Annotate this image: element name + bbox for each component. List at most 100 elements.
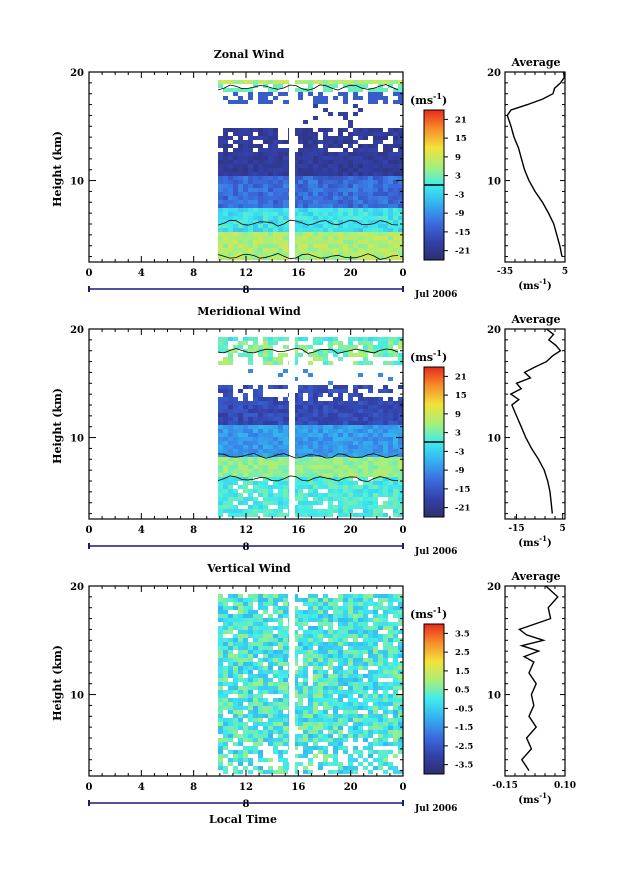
heatmap-cell (258, 626, 263, 630)
heatmap-cell (273, 662, 278, 666)
heatmap-cell (373, 477, 378, 481)
heatmap-cell (358, 634, 363, 638)
heatmap-cell (293, 594, 298, 598)
heatmap-cell (298, 236, 303, 240)
heatmap-cell (398, 746, 403, 750)
heatmap-cell (348, 204, 353, 208)
heatmap-cell (388, 172, 393, 176)
heatmap-cell (393, 473, 398, 477)
heatmap-cell (298, 429, 303, 433)
heatmap-cell (383, 642, 388, 646)
heatmap-cell (388, 473, 393, 477)
heatmap-cell (248, 758, 253, 762)
heatmap-cell (373, 188, 378, 192)
heatmap-cell (263, 196, 268, 200)
heatmap-cell (233, 702, 238, 706)
heatmap-cell (253, 626, 258, 630)
heatmap-cell (243, 622, 248, 626)
heatmap-cell (383, 437, 388, 441)
heatmap-cell (333, 738, 338, 742)
heatmap-cell (293, 172, 298, 176)
average-x-tick-label: 5 (562, 267, 568, 277)
heatmap-cell (368, 602, 373, 606)
heatmap-cell (268, 184, 273, 188)
heatmap-cell (368, 634, 373, 638)
heatmap-cell (278, 497, 283, 501)
heatmap-cell (388, 698, 393, 702)
heatmap-cell (373, 469, 378, 473)
heatmap-cell (393, 417, 398, 421)
heatmap-cell (338, 401, 343, 405)
heatmap-cell (303, 164, 308, 168)
heatmap-cell (373, 698, 378, 702)
heatmap-cell (333, 437, 338, 441)
heatmap-cell (353, 746, 358, 750)
heatmap-cell (238, 738, 243, 742)
heatmap-cell (373, 710, 378, 714)
heatmap-cell (333, 196, 338, 200)
heatmap-cell (393, 770, 398, 774)
heatmap-cell (338, 690, 343, 694)
heatmap-cell (328, 156, 333, 160)
heatmap-cell (328, 429, 333, 433)
heatmap-cell (218, 168, 223, 172)
heatmap-cell (318, 248, 323, 252)
heatmap-cell (308, 200, 313, 204)
heatmap-cell (328, 718, 333, 722)
heatmap-cell (318, 192, 323, 196)
heatmap-cell (268, 132, 273, 136)
heatmap-cell (278, 469, 283, 473)
heatmap-cell (238, 650, 243, 654)
heatmap-cell (283, 698, 288, 702)
heatmap-cell (308, 473, 313, 477)
heatmap-cell (313, 417, 318, 421)
heatmap-cell (368, 734, 373, 738)
heatmap-cell (378, 670, 383, 674)
heatmap-cell (358, 449, 363, 453)
heatmap-cell (218, 626, 223, 630)
heatmap-cell (383, 726, 388, 730)
heatmap-cell (248, 461, 253, 465)
heatmap-cell (318, 718, 323, 722)
heatmap-cell (383, 204, 388, 208)
heatmap-cell (238, 501, 243, 505)
heatmap-cell (363, 594, 368, 598)
heatmap-cell (308, 638, 313, 642)
heatmap-cell (383, 513, 388, 517)
heatmap-cell (258, 184, 263, 188)
heatmap-cell (258, 722, 263, 726)
heatmap-cell (363, 361, 368, 365)
heatmap-cell (323, 96, 328, 100)
heatmap-cell (228, 453, 233, 457)
heatmap-cell (363, 397, 368, 401)
heatmap-cell (398, 505, 403, 509)
heatmap-cell (333, 168, 338, 172)
heatmap-cell (243, 602, 248, 606)
heatmap-cell (353, 465, 358, 469)
heatmap-cell (293, 706, 298, 710)
heatmap-cell (218, 754, 223, 758)
heatmap-cell (383, 465, 388, 469)
heatmap-cell (378, 441, 383, 445)
heatmap-cell (233, 236, 238, 240)
heatmap-cell (268, 228, 273, 232)
heatmap-cell (383, 349, 388, 353)
heatmap-cell (313, 670, 318, 674)
heatmap-cell (388, 622, 393, 626)
heatmap-cell (373, 136, 378, 140)
heatmap-cell (313, 742, 318, 746)
heatmap-cell (268, 630, 273, 634)
heatmap-cell (243, 598, 248, 602)
heatmap-cell (273, 722, 278, 726)
heatmap-cell (223, 248, 228, 252)
heatmap-cell (263, 128, 268, 132)
heatmap-cell (248, 626, 253, 630)
heatmap-cell (313, 216, 318, 220)
heatmap-cell (348, 164, 353, 168)
heatmap-cell (248, 401, 253, 405)
heatmap-cell (278, 401, 283, 405)
heatmap-cell (318, 413, 323, 417)
heatmap-cell (368, 256, 373, 260)
heatmap-cell (268, 730, 273, 734)
heatmap-cell (263, 626, 268, 630)
